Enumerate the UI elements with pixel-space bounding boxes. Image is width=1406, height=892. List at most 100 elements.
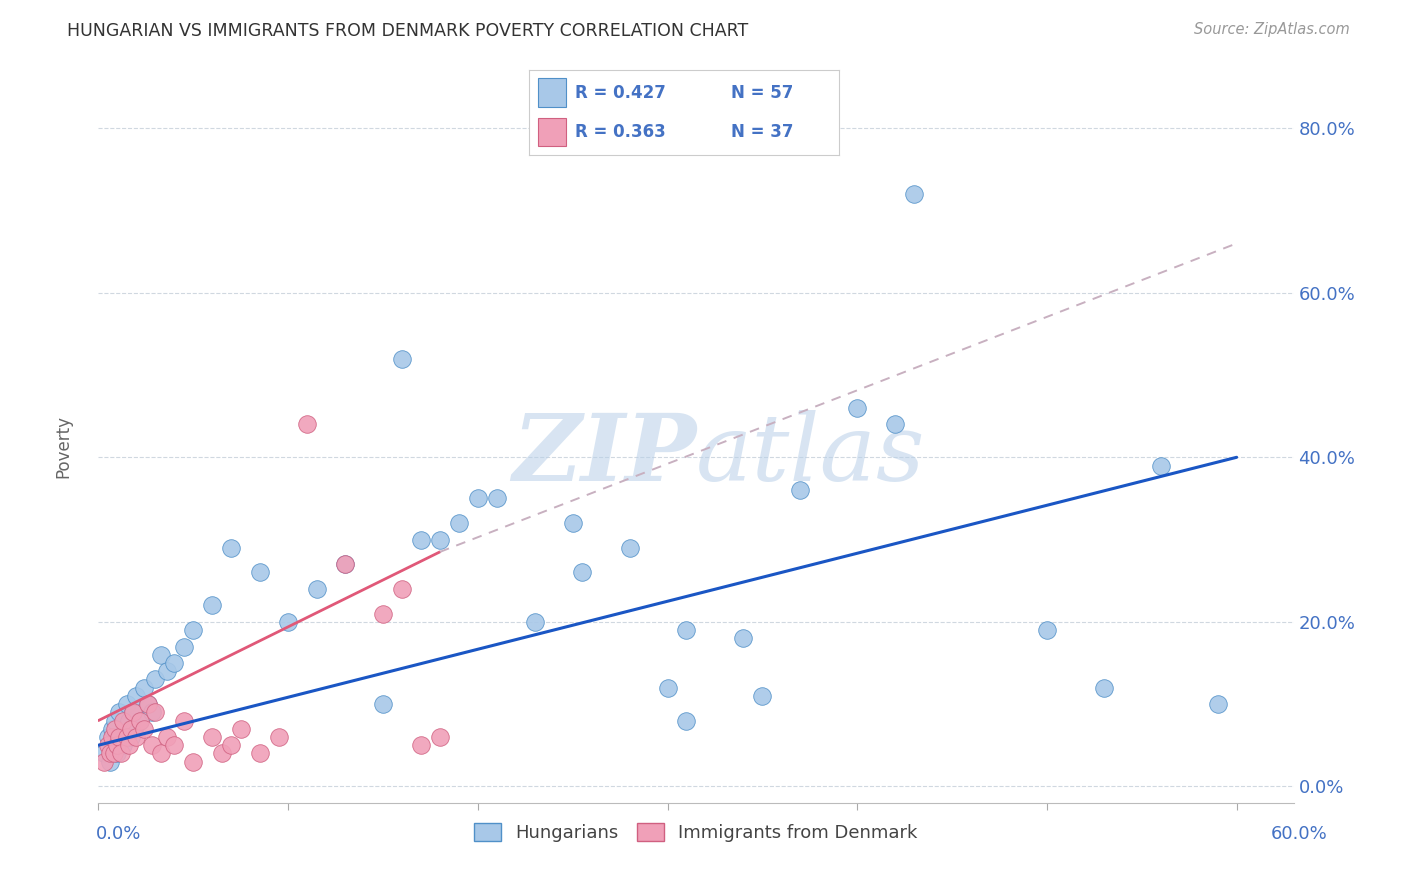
Point: [249, 566, 271, 580]
Point: [675, 714, 697, 728]
Point: [108, 706, 131, 720]
Point: [561, 516, 583, 530]
Point: [571, 566, 593, 580]
Point: [156, 730, 179, 744]
Point: [115, 697, 138, 711]
Point: [93, 755, 115, 769]
Point: [125, 730, 148, 744]
Point: [118, 714, 141, 728]
Point: [219, 738, 242, 752]
Point: [136, 697, 159, 711]
Point: [141, 706, 163, 720]
Point: [98, 747, 121, 761]
Point: [163, 738, 186, 752]
Point: [447, 516, 470, 530]
Point: [523, 615, 546, 629]
Point: [903, 187, 925, 202]
Point: [143, 673, 166, 687]
Point: [112, 738, 135, 752]
Point: [409, 533, 432, 547]
Point: [675, 623, 697, 637]
Point: [124, 722, 146, 736]
Point: [100, 722, 122, 736]
Point: [201, 730, 224, 744]
Point: [371, 607, 394, 621]
Point: [97, 738, 120, 752]
Point: [429, 533, 451, 547]
Legend: Hungarians, Immigrants from Denmark: Hungarians, Immigrants from Denmark: [467, 815, 925, 849]
Point: [1150, 458, 1173, 473]
Point: [1206, 697, 1229, 711]
Point: [467, 491, 489, 506]
Point: [98, 755, 121, 769]
Point: [371, 697, 394, 711]
Point: [249, 747, 271, 761]
Point: [132, 681, 155, 695]
Point: [211, 747, 233, 761]
Text: HUNGARIAN VS IMMIGRANTS FROM DENMARK POVERTY CORRELATION CHART: HUNGARIAN VS IMMIGRANTS FROM DENMARK POV…: [67, 22, 749, 40]
Point: [163, 656, 186, 670]
Point: [150, 747, 173, 761]
Point: [136, 697, 159, 711]
Point: [120, 730, 142, 744]
Text: Source: ZipAtlas.com: Source: ZipAtlas.com: [1194, 22, 1350, 37]
Point: [846, 401, 869, 415]
Point: [129, 714, 152, 728]
Point: [181, 623, 204, 637]
Point: [150, 648, 173, 662]
Point: [619, 541, 641, 555]
Point: [105, 738, 128, 752]
Point: [1092, 681, 1115, 695]
Point: [97, 730, 120, 744]
Point: [429, 730, 451, 744]
Point: [104, 714, 127, 728]
Text: Poverty: Poverty: [55, 415, 72, 477]
Point: [733, 632, 755, 646]
Text: 0.0%: 0.0%: [96, 825, 141, 843]
Point: [112, 714, 135, 728]
Point: [333, 558, 356, 572]
Point: [884, 417, 907, 432]
Point: [409, 738, 432, 752]
Point: [120, 722, 142, 736]
Point: [143, 706, 166, 720]
Point: [129, 714, 152, 728]
Point: [267, 730, 290, 744]
Point: [485, 491, 508, 506]
Point: [100, 730, 122, 744]
Point: [110, 730, 132, 744]
Point: [295, 417, 318, 432]
Point: [121, 706, 143, 720]
Point: [125, 689, 148, 703]
Point: [277, 615, 299, 629]
Point: [105, 747, 128, 761]
Text: atlas: atlas: [696, 409, 925, 500]
Point: [305, 582, 328, 596]
Point: [110, 747, 132, 761]
Point: [114, 722, 136, 736]
Text: ZIP: ZIP: [512, 409, 696, 500]
Text: 60.0%: 60.0%: [1271, 825, 1327, 843]
Point: [108, 730, 131, 744]
Point: [103, 738, 125, 752]
Point: [115, 730, 138, 744]
Point: [132, 722, 155, 736]
Point: [173, 640, 195, 654]
Point: [1036, 623, 1059, 637]
Point: [219, 541, 242, 555]
Point: [391, 351, 413, 366]
Point: [789, 483, 811, 498]
Point: [118, 738, 141, 752]
Point: [751, 689, 773, 703]
Point: [93, 747, 115, 761]
Point: [173, 714, 195, 728]
Point: [103, 747, 125, 761]
Point: [391, 582, 413, 596]
Point: [121, 706, 143, 720]
Point: [229, 722, 252, 736]
Point: [201, 599, 224, 613]
Point: [104, 722, 127, 736]
Point: [181, 755, 204, 769]
Point: [141, 738, 163, 752]
Point: [156, 664, 179, 678]
